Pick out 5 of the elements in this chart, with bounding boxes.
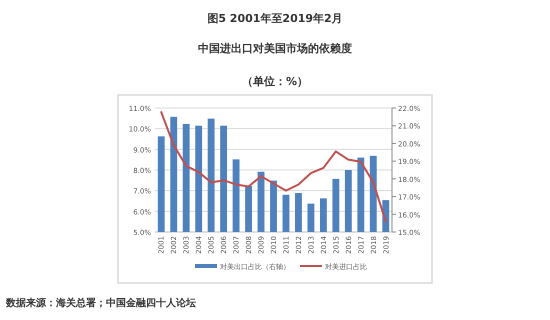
source-note: 数据来源：海关总署；中国金融四十人论坛	[5, 297, 196, 309]
chart-subtitle: 中国进出口对美国市场的依赖度	[198, 42, 352, 55]
line-series	[160, 111, 387, 223]
chart-title: 图5 2001年至2019年2月	[207, 12, 343, 25]
text: （单位：%）	[242, 75, 308, 88]
